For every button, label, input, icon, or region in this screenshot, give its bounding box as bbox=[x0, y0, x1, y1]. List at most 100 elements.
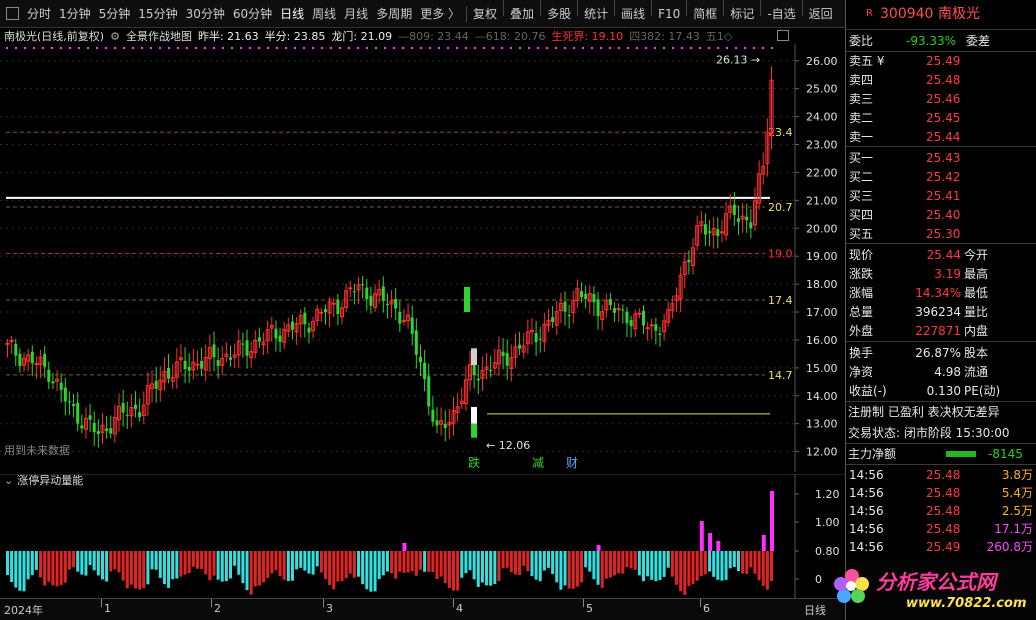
y-tick-label: 13.00 bbox=[806, 418, 838, 431]
stat-value: 4.98 bbox=[934, 365, 961, 379]
candle-body bbox=[307, 327, 311, 333]
tick-price: 25.48 bbox=[926, 522, 961, 536]
period-tab[interactable]: 30分钟 bbox=[185, 6, 225, 21]
energy-bar bbox=[187, 551, 191, 574]
period-tab[interactable]: 月线 bbox=[344, 6, 369, 21]
toolbar-action[interactable]: 多股 bbox=[547, 6, 572, 21]
period-tab[interactable]: 日线 bbox=[280, 6, 305, 21]
candle-body bbox=[315, 308, 320, 321]
period-tab[interactable]: 15分钟 bbox=[138, 6, 178, 21]
energy-bar bbox=[757, 551, 761, 581]
candle-body bbox=[584, 293, 588, 300]
axis-corner[interactable]: 日线 bbox=[804, 604, 826, 617]
indicator-name[interactable]: 全景作战地图 bbox=[125, 30, 192, 43]
candle-body bbox=[745, 216, 749, 221]
candle-body bbox=[658, 333, 662, 335]
event-marker[interactable]: 财 bbox=[566, 456, 578, 470]
candle-body bbox=[269, 324, 274, 329]
candle-body bbox=[30, 351, 34, 364]
stat-label: 净资 bbox=[849, 365, 874, 379]
energy-bar bbox=[183, 551, 187, 575]
candle-body bbox=[496, 349, 501, 365]
candle-body bbox=[645, 327, 650, 330]
toolbar-action[interactable]: 画线 bbox=[621, 6, 646, 21]
signal-dot bbox=[609, 47, 611, 49]
candle-body bbox=[472, 362, 476, 376]
toolbar-divider bbox=[540, 0, 542, 16]
tick-row: 14:56 25.48 17.1万 bbox=[846, 520, 1036, 538]
signal-dot bbox=[510, 47, 512, 49]
candle-body bbox=[608, 299, 612, 306]
event-marker[interactable]: 跌 bbox=[468, 455, 480, 470]
period-tab[interactable]: 60分钟 bbox=[232, 6, 273, 21]
candle-body bbox=[278, 335, 282, 342]
tick-price: 25.48 bbox=[926, 486, 961, 500]
energy-bar bbox=[629, 551, 633, 569]
layout-icon[interactable] bbox=[6, 7, 19, 20]
energy-bar bbox=[708, 551, 712, 572]
candle-body bbox=[174, 361, 179, 378]
candle-body bbox=[398, 311, 402, 324]
energy-bar bbox=[266, 551, 270, 578]
energy-bar bbox=[679, 551, 683, 592]
candle-body bbox=[551, 317, 555, 323]
period-tab[interactable]: 分时 bbox=[27, 6, 52, 21]
period-tab[interactable]: 多周期 bbox=[376, 6, 413, 21]
order-label: 买二 bbox=[849, 170, 874, 184]
energy-bar bbox=[220, 551, 224, 582]
signal-dot bbox=[177, 47, 179, 49]
toolbar-action[interactable]: 复权 bbox=[473, 6, 498, 21]
toolbar-action[interactable]: -自选 bbox=[767, 6, 796, 21]
signal-dot bbox=[681, 47, 683, 49]
period-tab[interactable]: 5分钟 bbox=[98, 6, 131, 21]
candle-body bbox=[708, 231, 712, 233]
toolbar-action[interactable]: F10 bbox=[658, 6, 681, 21]
y-tick-label: 16.00 bbox=[806, 334, 838, 347]
period-tab[interactable]: 更多 〉 bbox=[420, 6, 461, 21]
candle-body bbox=[525, 331, 530, 345]
collapse-icon[interactable]: ⌄ bbox=[4, 473, 14, 487]
order-row: 卖三 25.46 bbox=[846, 90, 1036, 108]
candle-body bbox=[105, 428, 109, 431]
tick-volume: 17.1万 bbox=[994, 522, 1033, 536]
candlestick-chart: 26.00 25.00 24.00 23.00 22.00 21.00 20.00 19.00… bbox=[0, 44, 838, 472]
toolbar-action[interactable]: 叠加 bbox=[510, 6, 535, 21]
candle-body bbox=[752, 200, 757, 226]
energy-bar bbox=[179, 551, 183, 577]
stat-row: 净资 4.98 流通 bbox=[846, 363, 1036, 381]
candle-body bbox=[63, 387, 67, 402]
energy-bar bbox=[121, 551, 125, 581]
toolbar-action[interactable]: 简框 bbox=[693, 6, 718, 21]
signal-dot bbox=[582, 47, 584, 49]
energy-bar bbox=[410, 551, 414, 572]
candle-body bbox=[303, 312, 307, 325]
candle-body bbox=[711, 227, 716, 236]
settings-icon[interactable]: ⚙ bbox=[110, 29, 120, 43]
candle-body bbox=[59, 382, 63, 390]
energy-bar bbox=[92, 551, 96, 571]
energy-bar bbox=[146, 551, 150, 585]
stat-right-label: 最低 bbox=[964, 286, 989, 300]
candle-body bbox=[691, 247, 696, 267]
level-label: 20.7 bbox=[768, 201, 793, 214]
candle-body bbox=[170, 377, 175, 382]
candle-body bbox=[134, 404, 138, 409]
energy-bar bbox=[245, 551, 249, 591]
candle-body bbox=[633, 313, 638, 330]
zuoban-value: 昨半: 21.63 bbox=[197, 30, 259, 43]
toolbar-action[interactable]: 统计 bbox=[584, 6, 609, 21]
toolbar-action[interactable]: 标记 bbox=[730, 6, 755, 21]
spike-bar bbox=[596, 545, 601, 551]
period-tab[interactable]: 周线 bbox=[312, 6, 337, 21]
energy-bar bbox=[369, 551, 373, 592]
maximize-icon[interactable] bbox=[777, 30, 789, 41]
toolbar-action[interactable]: 返回 bbox=[808, 6, 833, 21]
energy-bar bbox=[113, 551, 117, 570]
event-marker[interactable]: 减 bbox=[532, 456, 544, 470]
candle-body bbox=[505, 352, 509, 366]
stat-row: 涨跌 3.19 最高 bbox=[846, 265, 1036, 283]
candle-body bbox=[55, 378, 60, 382]
period-tab[interactable]: 1分钟 bbox=[59, 6, 91, 21]
order-price: 25.45 bbox=[926, 111, 961, 125]
signal-dot bbox=[168, 47, 170, 49]
